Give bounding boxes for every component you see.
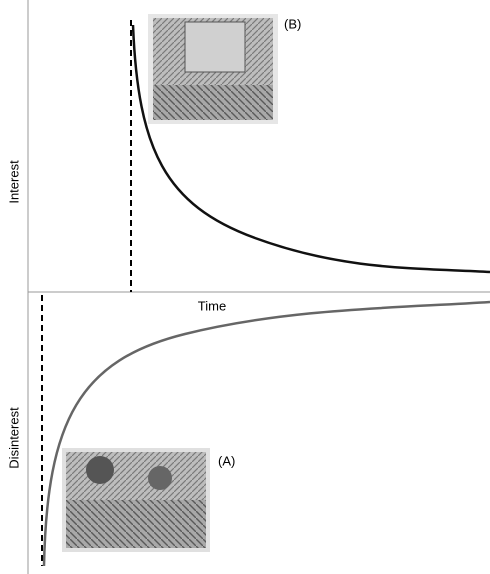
interest-label: Interest <box>6 160 21 204</box>
image-label: (A) <box>218 453 235 468</box>
disinterest-label: Disinterest <box>6 407 21 469</box>
image-b <box>148 14 278 124</box>
diagram: Interest Disinterest Time (B) (A) <box>0 0 490 574</box>
image-label: (B) <box>284 16 301 31</box>
image-a <box>62 448 210 552</box>
time-label: Time <box>198 298 226 313</box>
